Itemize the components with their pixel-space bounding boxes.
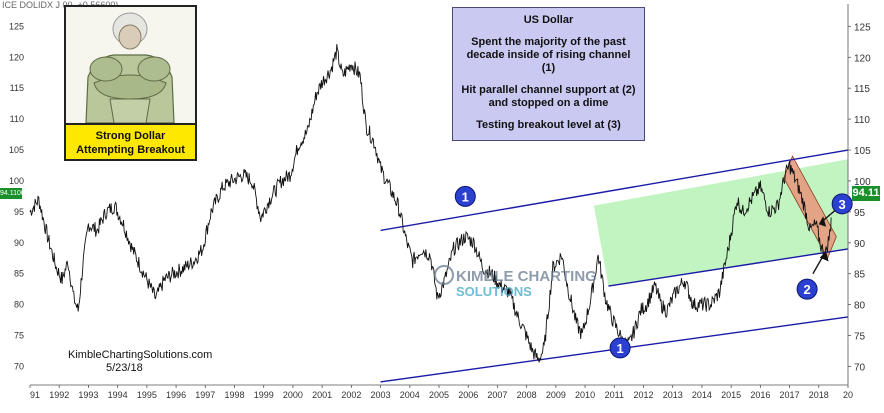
x-tick-label: 2009 xyxy=(546,390,566,400)
x-tick-label: 2018 xyxy=(809,390,829,400)
x-tick-label: 1998 xyxy=(224,390,244,400)
marker-1-upper: 1 xyxy=(454,185,476,207)
channel-line-1 xyxy=(380,149,849,232)
y-tick-label-left: 125 xyxy=(9,21,24,31)
note-title: US Dollar xyxy=(523,14,574,26)
marker-3: 3 xyxy=(831,193,853,215)
x-tick-label: 2007 xyxy=(487,390,507,400)
x-tick-label: 2013 xyxy=(663,390,683,400)
x-tick-label: 1993 xyxy=(78,390,98,400)
y-tick-label-left: 105 xyxy=(9,145,24,155)
axis-layer: 91 1992 1993 1994 1995 1996 1997 1998 1999 2000 20… xyxy=(9,4,871,400)
site-date: 5/23/18 xyxy=(106,362,143,374)
y-tick-label-right: 100 xyxy=(854,177,871,188)
price-badge-right: 94.11 xyxy=(852,186,880,201)
note-line2: Hit parallel channel support at (2) and … xyxy=(461,84,636,109)
x-tick-label: 2001 xyxy=(312,390,332,400)
marker-1-upper-circle xyxy=(454,185,476,207)
x-tick-label: 1992 xyxy=(49,390,69,400)
y-tick-label-left: 95 xyxy=(14,207,24,217)
x-tick-label: 1999 xyxy=(254,390,274,400)
x-tick-label: 2017 xyxy=(780,390,800,400)
marker-2: 2 xyxy=(796,278,818,300)
y-tick-label-left: 100 xyxy=(9,176,24,186)
y-tick-label-left: 70 xyxy=(14,361,24,371)
marker-2-label: 2 xyxy=(803,282,810,297)
x-tick-label: 2010 xyxy=(575,390,595,400)
marker-1-lower: 1 xyxy=(609,337,631,359)
x-tick-label: 2005 xyxy=(429,390,449,400)
marker-2-circle xyxy=(796,278,818,300)
y-tick-label-left: 75 xyxy=(14,331,24,341)
x-tick-label: 2004 xyxy=(400,390,420,400)
x-tick-label: 2006 xyxy=(458,390,478,400)
watermark-line2: SOLUTIONS xyxy=(456,284,532,299)
y-tick-label-right: 110 xyxy=(854,115,870,126)
y-tick-label-left: 90 xyxy=(14,238,24,248)
site-credit: KimbleChartingSolutions.com xyxy=(68,349,213,361)
green-zone xyxy=(593,159,848,287)
y-tick-label-left: 85 xyxy=(14,269,24,279)
x-tick-label: 2016 xyxy=(750,390,770,400)
channel-line-2 xyxy=(608,248,849,287)
x-tick-label: 2011 xyxy=(605,390,624,400)
y-tick-label-right: 80 xyxy=(854,301,866,312)
y-tick-label-left: 120 xyxy=(9,52,24,62)
strongman-figure-icon xyxy=(66,7,195,123)
price-badge-left: 94.1100 xyxy=(0,188,25,199)
marker-1-upper-label: 1 xyxy=(462,189,469,204)
x-tick-label: 1995 xyxy=(137,390,157,400)
x-tick-label: 1994 xyxy=(108,390,128,400)
x-tick-label: 2000 xyxy=(283,390,303,400)
meme-caption-line2: Attempting Breakout xyxy=(76,144,185,156)
y-tick-label-left: 80 xyxy=(14,300,24,310)
watermark-icon xyxy=(434,265,454,285)
x-tick-label: 2015 xyxy=(721,390,741,400)
x-tick-label: 2012 xyxy=(633,390,653,400)
watermark-line1: KIMBLE CHARTING xyxy=(456,268,597,285)
x-tick-label: 2008 xyxy=(517,390,537,400)
marker-3-label: 3 xyxy=(839,197,846,212)
y-tick-label-right: 85 xyxy=(854,270,866,281)
meme-caption: Strong Dollar Attempting Breakout xyxy=(66,123,195,159)
y-tick-label-right: 95 xyxy=(854,208,866,219)
x-tick-label: 20 xyxy=(843,390,853,400)
meme-image: Strong Dollar Attempting Breakout xyxy=(64,5,197,161)
y-tick-label-right: 70 xyxy=(854,362,866,373)
y-tick-label-right: 105 xyxy=(854,146,871,157)
price-line xyxy=(29,44,832,363)
marker-1-lower-circle xyxy=(609,337,631,359)
note-line1: Spent the majority of the past decade in… xyxy=(466,36,631,74)
x-tick-label: 1996 xyxy=(166,390,186,400)
note-line3: Testing breakout level at (3) xyxy=(476,119,621,131)
marker-1-lower-label: 1 xyxy=(617,341,624,356)
y-tick-label-right: 75 xyxy=(854,332,866,343)
x-tick-label: 91 xyxy=(30,390,40,400)
x-tick-label: 1997 xyxy=(195,390,215,400)
price-layer xyxy=(29,44,832,363)
arrow-3-head xyxy=(818,216,827,227)
x-tick-label: 2014 xyxy=(692,390,712,400)
y-tick-label-left: 110 xyxy=(10,114,24,124)
meme-caption-line1: Strong Dollar xyxy=(95,130,166,142)
y-tick-label-right: 90 xyxy=(854,239,866,250)
note-box: US Dollar Spent the majority of the past… xyxy=(452,7,645,141)
y-tick-label-right: 125 xyxy=(854,22,871,33)
x-tick-label: 2002 xyxy=(341,390,361,400)
marker-3-circle xyxy=(831,193,853,215)
arrow-2-head xyxy=(819,251,829,262)
y-tick-label-left: 115 xyxy=(10,83,24,93)
y-tick-label-right: 115 xyxy=(854,84,870,95)
y-tick-label-right: 120 xyxy=(854,53,871,64)
x-tick-label: 2003 xyxy=(371,390,391,400)
